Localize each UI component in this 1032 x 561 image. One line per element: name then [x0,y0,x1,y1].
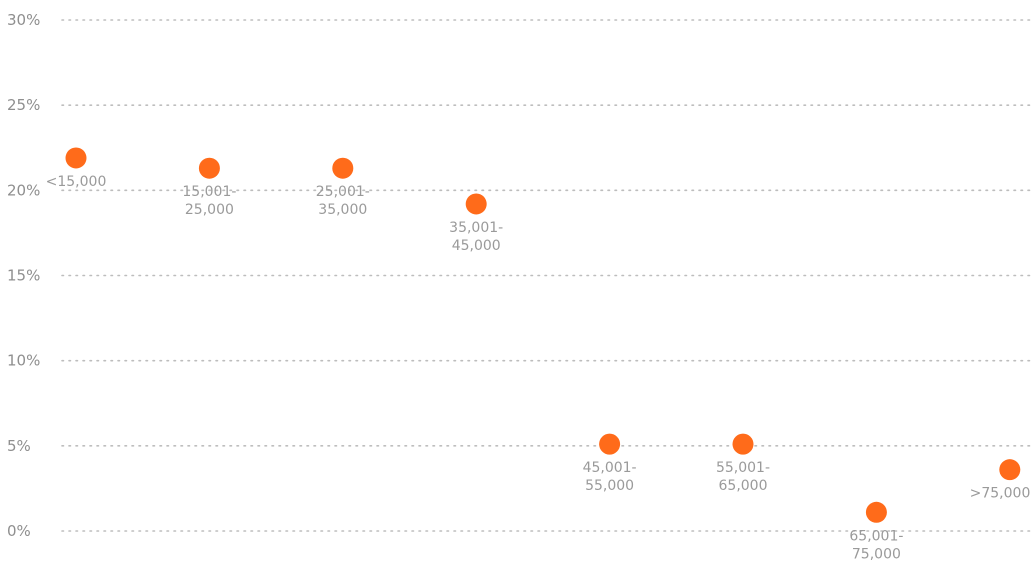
data-label: 45,000 [452,238,501,254]
data-points [65,147,1021,523]
data-label: 75,000 [852,546,901,561]
data-label: 35,000 [318,202,367,218]
data-point [732,433,754,455]
data-labels: <15,000 15,001- 25,000 25,001- 35,000 35,001-… [46,174,1031,561]
y-tick-label: 15% [7,267,40,285]
data-point [465,193,487,215]
data-point [65,147,87,169]
data-point [599,433,621,455]
data-label: 55,000 [585,478,634,494]
data-label: 45,001- [583,460,637,476]
data-label: 65,000 [719,478,768,494]
gridlines [61,19,1032,532]
data-point [999,459,1021,481]
data-label: 15,001- [182,184,236,200]
y-axis-tick-labels: 0% 5% 10% 15% 20% 25% 30% [7,11,40,540]
y-tick-label: 5% [7,437,31,455]
data-label: 35,001- [449,220,503,236]
y-tick-label: 0% [7,522,31,540]
y-tick-label: 10% [7,352,40,370]
data-label: <15,000 [46,174,107,190]
data-point [865,501,887,523]
data-label: 65,001- [849,528,903,544]
data-label: 25,001- [316,184,370,200]
data-label: >75,000 [970,486,1031,502]
y-tick-label: 20% [7,181,40,199]
data-point [332,157,354,179]
y-tick-label: 30% [7,11,40,29]
data-label: 55,001- [716,460,770,476]
data-label: 25,000 [185,202,234,218]
y-tick-label: 25% [7,96,40,114]
data-point [198,157,220,179]
